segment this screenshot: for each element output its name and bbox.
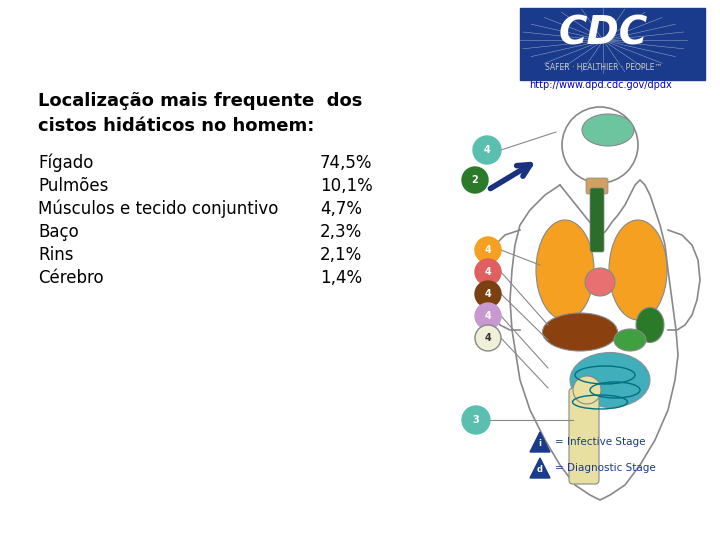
Circle shape — [475, 325, 501, 351]
Circle shape — [475, 259, 501, 285]
Text: http://www.dpd.cdc.gov/dpdx: http://www.dpd.cdc.gov/dpdx — [528, 80, 671, 90]
Ellipse shape — [636, 307, 664, 342]
Text: Músculos e tecido conjuntivo: Músculos e tecido conjuntivo — [38, 199, 279, 218]
Text: = Infective Stage: = Infective Stage — [555, 437, 646, 447]
Text: 4: 4 — [485, 289, 491, 299]
Text: 4: 4 — [484, 145, 490, 155]
Ellipse shape — [582, 114, 634, 146]
Text: SAFER · HEALTHIER · PEOPLE™: SAFER · HEALTHIER · PEOPLE™ — [545, 63, 662, 71]
Ellipse shape — [570, 353, 650, 408]
Circle shape — [473, 136, 501, 164]
Polygon shape — [530, 432, 550, 452]
Circle shape — [475, 303, 501, 329]
Text: CDC: CDC — [559, 14, 648, 52]
Circle shape — [573, 376, 601, 404]
Text: 4: 4 — [485, 311, 491, 321]
FancyBboxPatch shape — [520, 8, 705, 80]
Text: Baço: Baço — [38, 223, 78, 241]
Text: 3: 3 — [472, 415, 480, 425]
FancyBboxPatch shape — [590, 188, 604, 252]
Ellipse shape — [536, 220, 594, 320]
Ellipse shape — [609, 220, 667, 320]
Text: i: i — [539, 440, 541, 449]
Text: Fígado: Fígado — [38, 153, 94, 172]
Circle shape — [462, 406, 490, 434]
Text: = Diagnostic Stage: = Diagnostic Stage — [555, 463, 656, 473]
FancyBboxPatch shape — [586, 178, 608, 194]
Text: 2,3%: 2,3% — [320, 223, 362, 241]
Text: 1,4%: 1,4% — [320, 269, 362, 287]
Text: Rins: Rins — [38, 246, 73, 264]
Circle shape — [462, 167, 488, 193]
Text: 2,1%: 2,1% — [320, 246, 362, 264]
Text: 4,7%: 4,7% — [320, 200, 362, 218]
Circle shape — [475, 237, 501, 263]
Text: Localização mais frequente  dos: Localização mais frequente dos — [38, 92, 362, 110]
Text: 4: 4 — [485, 333, 491, 343]
Text: 2: 2 — [472, 175, 478, 185]
Ellipse shape — [614, 329, 646, 351]
Polygon shape — [530, 458, 550, 478]
Ellipse shape — [542, 313, 618, 351]
Text: 4: 4 — [485, 267, 491, 277]
Text: cistos hidáticos no homem:: cistos hidáticos no homem: — [38, 117, 315, 135]
Text: 10,1%: 10,1% — [320, 177, 373, 195]
Ellipse shape — [585, 268, 615, 296]
Text: d: d — [537, 465, 543, 475]
Text: Pulmões: Pulmões — [38, 177, 109, 195]
FancyBboxPatch shape — [569, 388, 599, 484]
Circle shape — [475, 281, 501, 307]
Text: Cérebro: Cérebro — [38, 269, 104, 287]
Text: 4: 4 — [485, 245, 491, 255]
Text: 74,5%: 74,5% — [320, 154, 372, 172]
